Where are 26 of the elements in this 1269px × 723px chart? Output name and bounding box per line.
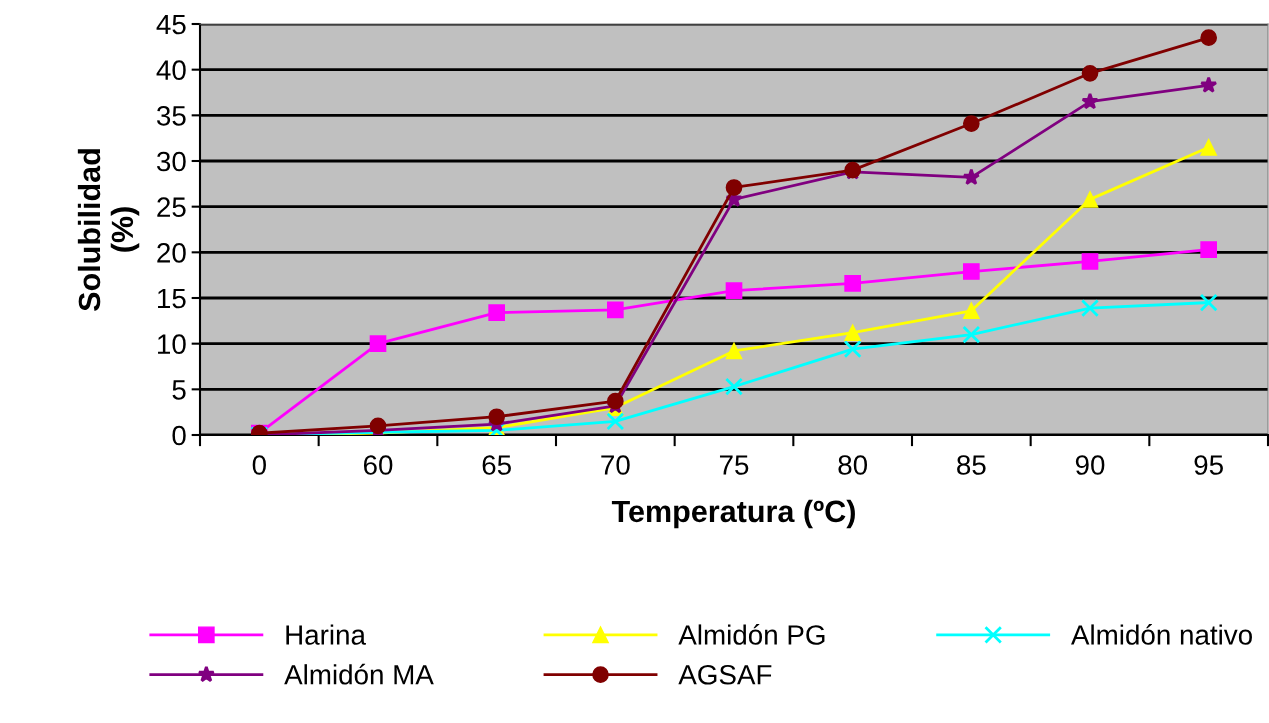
legend-label: AGSAF — [678, 664, 772, 685]
y-tick-label: 0 — [172, 425, 186, 446]
y-tick-label: 20 — [157, 243, 186, 263]
x-tick-label: 0 — [252, 455, 266, 475]
y-tick-label: 45 — [156, 14, 186, 35]
y-tick-label: 35 — [156, 106, 186, 126]
x-tick-label: 80 — [838, 455, 868, 475]
y-axis-title: Solubilidad (%) — [77, 149, 140, 311]
x-tick-label: 75 — [719, 455, 749, 475]
x-tick-label: 70 — [601, 455, 630, 475]
x-tick-label: 60 — [363, 455, 393, 475]
x-tick-label: 65 — [482, 455, 511, 475]
y-tick-label: 5 — [172, 380, 186, 400]
y-tick-label: 10 — [158, 334, 186, 355]
legend-label: Almidón nativo — [1071, 624, 1252, 645]
x-tick-label: 95 — [1194, 455, 1223, 475]
y-tick-label: 25 — [157, 197, 186, 218]
x-tick-label: 90 — [1075, 455, 1105, 475]
x-axis-title: Temperatura (ºC) — [611, 499, 855, 529]
legend-label: Almidón MA — [284, 663, 434, 685]
legend-label: Harina — [286, 624, 366, 645]
legend-label: Almidón PG — [678, 624, 825, 645]
y-tick-label: 40 — [156, 60, 186, 81]
y-tick-label: 30 — [156, 151, 186, 172]
x-tick-label: 85 — [957, 455, 986, 475]
y-tick-label: 15 — [158, 288, 186, 309]
